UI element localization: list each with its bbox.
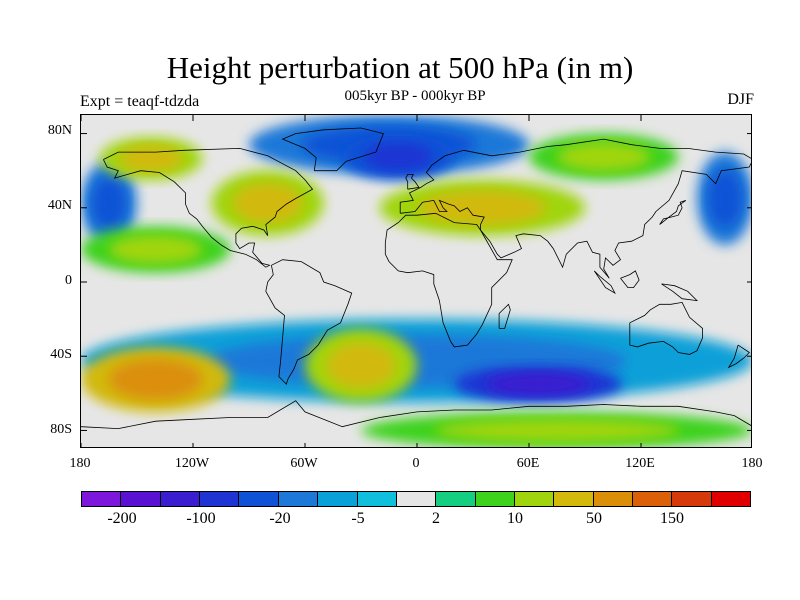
field-core-siberia-positive: [557, 142, 651, 172]
colorbar-segment: [318, 492, 358, 506]
colorbar-label-150: 150: [660, 510, 684, 527]
field-core-north-atlantic-low: [363, 142, 434, 172]
coastline-madagascar: [498, 303, 511, 329]
colorbar-segment: [672, 492, 712, 506]
colorbar-segment: [82, 492, 122, 506]
field-core-north-pacific-trough: [707, 169, 743, 228]
coastline-australia: [629, 301, 703, 355]
field-core-south-pacific-positive: [109, 359, 203, 400]
colorbar-segment: [357, 492, 397, 506]
coastline-eurasia: [399, 138, 751, 279]
colorbar-label-10: 10: [507, 510, 523, 527]
field-core-europe-asia-positive: [418, 190, 547, 226]
field-core-south-atlantic-positive: [326, 342, 396, 389]
lon-label-120w: 120W: [174, 456, 210, 471]
colorbar-segment: [160, 492, 201, 506]
coastline-greenland: [281, 127, 384, 172]
contour-field: [81, 115, 751, 447]
coastline-north-america: [103, 147, 314, 268]
coastline-new-zealand: [727, 344, 750, 369]
lon-label-60w: 60W: [290, 456, 318, 471]
colorbar-segment: [396, 492, 437, 506]
coastline-sumatra: [593, 270, 616, 295]
field-core-north-pacific-trough-west: [91, 177, 127, 230]
colorbar-label-50: 50: [586, 510, 602, 527]
lon-label-120e: 120E: [625, 456, 655, 471]
lon-label-180w: 180: [69, 456, 91, 471]
lat-label-80n: 80N: [47, 123, 72, 138]
coastline-japan: [659, 200, 687, 225]
lat-label-equator: 0: [65, 273, 72, 288]
colorbar-label-minus200: -200: [107, 510, 137, 527]
colorbar-segment: [593, 492, 634, 506]
lat-label-80s: 80S: [50, 422, 72, 437]
map-plot-area: [80, 114, 752, 448]
colorbar-segment: [200, 492, 240, 506]
colorbar-segment: [514, 492, 555, 506]
coastlines: [81, 127, 751, 430]
colorbar-segment: [633, 492, 673, 506]
colorbar-label-minus5: -5: [351, 510, 365, 527]
colorbar-label-minus100: -100: [186, 510, 216, 527]
map-subtitle: 005kyr BP - 000kyr BP: [344, 88, 486, 104]
coastline-british-isles: [405, 174, 420, 190]
colorbar-segment: [554, 492, 594, 506]
axis-ticks: [81, 115, 751, 447]
colorbar-label-2: 2: [432, 510, 440, 527]
coastline-borneo: [620, 270, 640, 289]
coastline-south-america: [265, 259, 353, 385]
coastline-new-guinea: [661, 283, 699, 302]
field-core-north-america-positive: [232, 182, 303, 224]
colorbar-segment: [436, 492, 476, 506]
field-core-alaska-positive: [118, 145, 184, 172]
lat-label-40n: 40N: [47, 198, 72, 213]
coastline-antarctica: [81, 400, 751, 430]
colorbar-label-minus20: -20: [269, 510, 291, 527]
colorbar-segment: [239, 492, 279, 506]
colorbar-segment: [121, 492, 161, 506]
field-core-south-indian-negative: [485, 372, 591, 396]
colorbar: [81, 491, 751, 507]
lat-label-40s: 40S: [50, 347, 72, 362]
lon-label-0: 0: [412, 456, 420, 471]
lon-label-60e: 60E: [516, 456, 540, 471]
colorbar-segment: [475, 492, 515, 506]
coastline-africa: [384, 212, 513, 348]
field-core-tropical-pacific-band: [109, 235, 203, 265]
colorbar-segment: [278, 492, 319, 506]
season-label: DJF: [727, 91, 754, 108]
map-title: Height perturbation at 500 hPa (in m): [166, 50, 634, 85]
colorbar-segment: [711, 492, 751, 506]
lon-label-180e: 180: [741, 456, 763, 471]
experiment-label: Expt = teaqf-tdzda: [80, 93, 200, 110]
field-core-antarctic-positive: [434, 418, 680, 443]
